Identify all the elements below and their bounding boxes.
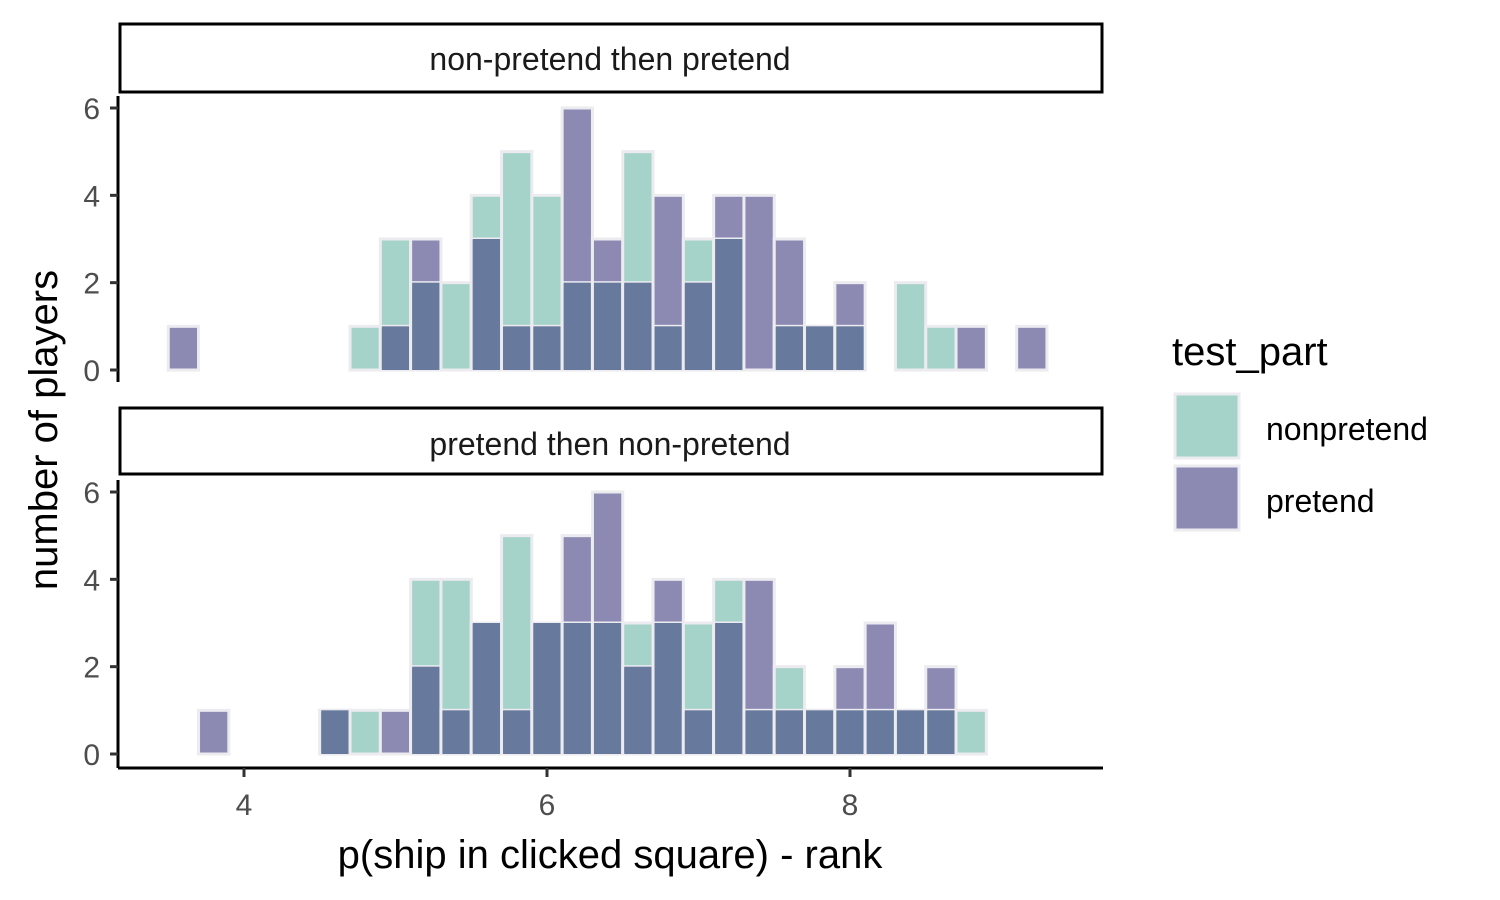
bar-pretend-p2-bin-7 [378,708,413,756]
bar-overlap-p1-bin-17 [684,282,713,370]
bar-nonpretend-p2-bin-6 [348,708,382,756]
bar-overlap-p2-bin-5 [321,710,349,754]
bar-overlap-p2-bin-10 [472,623,501,754]
bar-pretend-p2-bin-1 [197,708,231,756]
facet-strip-label-1: non-pretend then pretend [429,41,790,77]
bar-overlap-p1-bin-12 [533,326,561,370]
legend: test_part nonpretend pretend [1172,330,1428,532]
y-tick-label-p2-6: 6 [83,477,100,510]
y-tick-label-p1-2: 2 [83,268,100,301]
bar-overlap-p2-bin-13 [563,623,591,754]
y-tick-label-p2-2: 2 [83,652,100,685]
bar-nonpretend-p1-bin-24 [893,281,928,372]
bar-overlap-p2-bin-17 [684,710,713,754]
bar-overlap-p2-bin-14 [593,623,622,754]
y-tick-label-p2-4: 4 [83,564,100,597]
bar-nonpretend-p2-bin-26 [954,708,988,756]
bar-overlap-p2-bin-16 [654,623,682,754]
bar-overlap-p2-bin-22 [836,710,864,754]
bar-overlap-p1-bin-22 [836,326,864,370]
bar-overlap-p2-bin-11 [503,710,531,754]
legend-title: test_part [1172,330,1328,374]
facet-panel-2: pretend then non-pretend 0 2 4 6 [83,406,1104,772]
bar-overlap-p2-bin-12 [533,623,561,754]
legend-label-pretend: pretend [1266,483,1375,519]
bar-nonpretend-p1-bin-25 [924,324,958,372]
bar-overlap-p2-bin-19 [745,710,773,754]
y-tick-label-p1-0: 0 [83,355,100,388]
y-axis-title: number of players [22,270,66,590]
bar-overlap-p2-bin-24 [896,710,925,754]
bar-overlap-p1-bin-8 [412,282,440,370]
bar-overlap-p1-bin-16 [654,326,682,370]
bar-nonpretend-p1-bin-9 [439,281,473,372]
y-axis-panel-2: 0 2 4 6 [83,477,120,772]
bar-overlap-p1-bin-15 [624,282,652,370]
bar-overlap-p2-bin-15 [624,666,652,754]
facet-strip-label-2: pretend then non-pretend [429,426,790,462]
y-tick-label-p2-0: 0 [83,739,100,772]
x-tick-label-6: 6 [539,789,556,822]
x-tick-label-4: 4 [236,789,253,822]
bar-overlap-p2-bin-21 [806,710,834,754]
bar-overlap-p2-bin-25 [927,710,955,754]
bar-overlap-p2-bin-9 [442,710,470,754]
bar-overlap-p2-bin-20 [775,710,804,754]
x-axis-title: p(ship in clicked square) - rank [338,833,884,877]
bar-overlap-p2-bin-23 [866,710,894,754]
bars-panel-2 [197,490,988,756]
y-tick-label-p1-4: 4 [83,180,100,213]
y-axis-panel-1: 0 2 4 6 [83,93,120,388]
bar-overlap-p1-bin-10 [472,239,501,370]
y-tick-label-p1-6: 6 [83,93,100,126]
legend-label-nonpretend: nonpretend [1266,411,1428,447]
bar-pretend-p1-bin-28 [1015,324,1049,372]
bar-pretend-p1-bin-0 [166,324,201,372]
bar-overlap-p1-bin-21 [806,326,834,370]
legend-key-pretend [1173,464,1241,532]
legend-key-nonpretend [1173,392,1241,460]
bars-panel-1 [166,106,1049,372]
bar-overlap-p1-bin-14 [593,282,622,370]
bar-pretend-p1-bin-26 [954,324,988,372]
bar-overlap-p1-bin-11 [503,326,531,370]
bar-pretend-p1-bin-19 [742,193,776,372]
facet-strip-2 [118,406,1104,476]
bar-overlap-p1-bin-18 [715,239,743,370]
bar-overlap-p1-bin-13 [563,282,591,370]
bar-nonpretend-p1-bin-6 [348,324,382,372]
bar-overlap-p1-bin-20 [775,326,804,370]
bar-overlap-p2-bin-18 [715,623,743,754]
x-axis-ticks: 4 6 8 [236,768,859,822]
bar-overlap-p1-bin-7 [381,326,410,370]
x-tick-label-8: 8 [842,789,859,822]
bar-overlap-p2-bin-8 [412,666,440,754]
facet-strip-1 [118,22,1104,94]
facet-panel-1: non-pretend then pretend 0 2 4 6 [83,22,1104,388]
